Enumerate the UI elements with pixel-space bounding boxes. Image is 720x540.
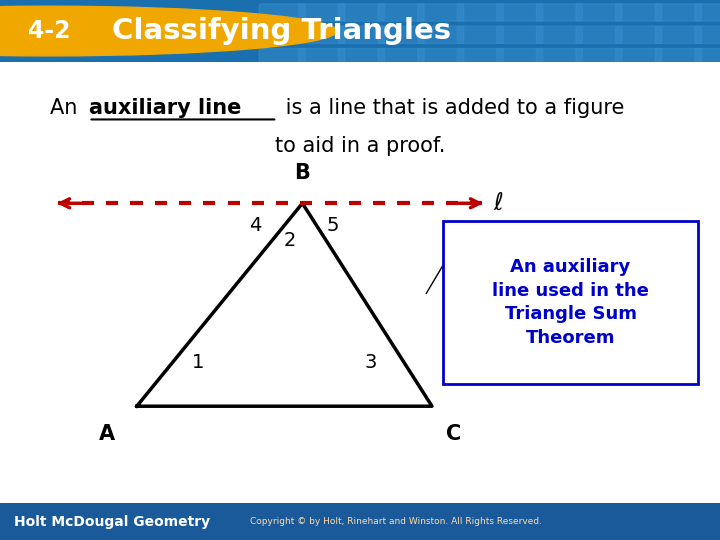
Text: An auxiliary
line used in the
Triangle Sum
Theorem: An auxiliary line used in the Triangle S… xyxy=(492,258,649,347)
Text: Copyright © by Holt, Rinehart and Winston. All Rights Reserved.: Copyright © by Holt, Rinehart and Winsto… xyxy=(250,517,542,526)
Text: to aid in a proof.: to aid in a proof. xyxy=(275,136,445,156)
Circle shape xyxy=(0,6,337,56)
FancyBboxPatch shape xyxy=(655,4,701,21)
FancyBboxPatch shape xyxy=(259,4,305,21)
Text: Holt McDougal Geometry: Holt McDougal Geometry xyxy=(14,515,210,529)
FancyBboxPatch shape xyxy=(299,26,345,44)
FancyBboxPatch shape xyxy=(576,4,622,21)
Text: An: An xyxy=(50,98,84,118)
FancyBboxPatch shape xyxy=(655,49,701,66)
FancyBboxPatch shape xyxy=(536,49,582,66)
FancyBboxPatch shape xyxy=(378,26,424,44)
FancyBboxPatch shape xyxy=(338,4,384,21)
FancyBboxPatch shape xyxy=(695,49,720,66)
FancyBboxPatch shape xyxy=(497,4,543,21)
Text: 4-2: 4-2 xyxy=(27,19,71,43)
FancyBboxPatch shape xyxy=(497,49,543,66)
Text: $\ell$: $\ell$ xyxy=(493,191,504,215)
Text: 5: 5 xyxy=(326,216,339,235)
Text: is a line that is added to a figure: is a line that is added to a figure xyxy=(279,98,625,118)
FancyBboxPatch shape xyxy=(338,49,384,66)
FancyBboxPatch shape xyxy=(695,26,720,44)
FancyBboxPatch shape xyxy=(655,26,701,44)
Text: C: C xyxy=(446,424,462,444)
FancyBboxPatch shape xyxy=(536,26,582,44)
Text: 2: 2 xyxy=(283,231,296,250)
Text: 1: 1 xyxy=(192,353,204,372)
FancyBboxPatch shape xyxy=(457,49,503,66)
FancyBboxPatch shape xyxy=(299,4,345,21)
FancyBboxPatch shape xyxy=(576,49,622,66)
Text: auxiliary line: auxiliary line xyxy=(89,98,241,118)
Text: A: A xyxy=(99,424,115,444)
FancyBboxPatch shape xyxy=(378,49,424,66)
Text: B: B xyxy=(294,164,310,184)
FancyBboxPatch shape xyxy=(616,49,662,66)
FancyBboxPatch shape xyxy=(457,26,503,44)
FancyBboxPatch shape xyxy=(259,49,305,66)
FancyBboxPatch shape xyxy=(418,4,464,21)
FancyBboxPatch shape xyxy=(299,49,345,66)
FancyBboxPatch shape xyxy=(259,26,305,44)
Text: 4: 4 xyxy=(249,216,262,235)
FancyBboxPatch shape xyxy=(497,26,543,44)
FancyBboxPatch shape xyxy=(695,4,720,21)
FancyBboxPatch shape xyxy=(576,26,622,44)
FancyBboxPatch shape xyxy=(443,221,698,384)
FancyBboxPatch shape xyxy=(418,49,464,66)
FancyBboxPatch shape xyxy=(536,4,582,21)
Text: 3: 3 xyxy=(364,353,377,372)
FancyBboxPatch shape xyxy=(457,4,503,21)
FancyBboxPatch shape xyxy=(338,26,384,44)
FancyBboxPatch shape xyxy=(616,26,662,44)
FancyBboxPatch shape xyxy=(418,26,464,44)
FancyBboxPatch shape xyxy=(616,4,662,21)
Text: Classifying Triangles: Classifying Triangles xyxy=(112,17,451,45)
FancyBboxPatch shape xyxy=(378,4,424,21)
